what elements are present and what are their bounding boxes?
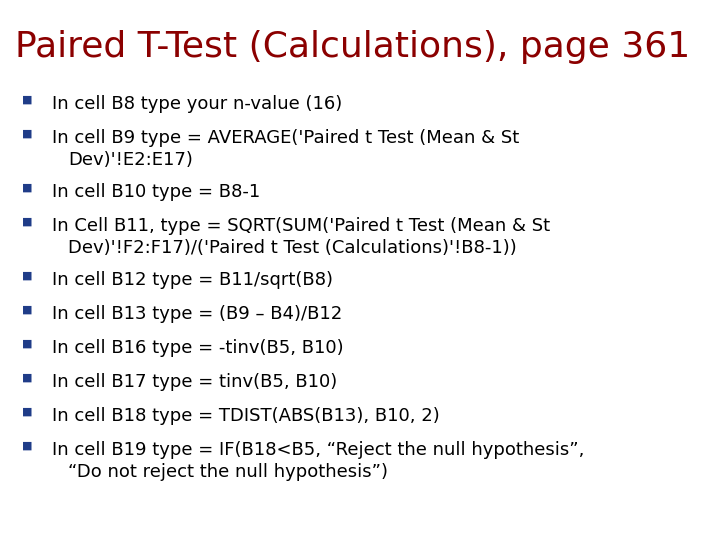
Text: In cell B8 type your n-value (16): In cell B8 type your n-value (16) xyxy=(52,95,342,113)
Text: In cell B17 type = tinv(B5, B10): In cell B17 type = tinv(B5, B10) xyxy=(52,373,337,391)
Text: In cell B19 type = IF(B18<B5, “Reject the null hypothesis”,: In cell B19 type = IF(B18<B5, “Reject th… xyxy=(52,441,585,459)
Text: In cell B18 type = TDIST(ABS(B13), B10, 2): In cell B18 type = TDIST(ABS(B13), B10, … xyxy=(52,407,440,425)
Text: “Do not reject the null hypothesis”): “Do not reject the null hypothesis”) xyxy=(68,463,388,481)
Text: ■: ■ xyxy=(22,305,32,315)
Text: In cell B12 type = B11/sqrt(B8): In cell B12 type = B11/sqrt(B8) xyxy=(52,271,333,289)
Text: ■: ■ xyxy=(22,407,32,417)
Text: In Cell B11, type = SQRT(SUM('Paired t Test (Mean & St: In Cell B11, type = SQRT(SUM('Paired t T… xyxy=(52,217,550,235)
Text: Dev)'!E2:E17): Dev)'!E2:E17) xyxy=(68,151,193,169)
Text: ■: ■ xyxy=(22,373,32,383)
Text: In cell B13 type = (B9 – B4)/B12: In cell B13 type = (B9 – B4)/B12 xyxy=(52,305,342,323)
Text: ■: ■ xyxy=(22,217,32,227)
Text: ■: ■ xyxy=(22,441,32,451)
Text: ■: ■ xyxy=(22,339,32,349)
Text: ■: ■ xyxy=(22,95,32,105)
Text: In cell B9 type = AVERAGE('Paired t Test (Mean & St: In cell B9 type = AVERAGE('Paired t Test… xyxy=(52,129,519,147)
Text: In cell B16 type = -tinv(B5, B10): In cell B16 type = -tinv(B5, B10) xyxy=(52,339,343,357)
Text: Paired T-Test (Calculations), page 361: Paired T-Test (Calculations), page 361 xyxy=(15,30,690,64)
Text: Dev)'!F2:F17)/('Paired t Test (Calculations)'!B8-1)): Dev)'!F2:F17)/('Paired t Test (Calculati… xyxy=(68,239,517,257)
Text: In cell B10 type = B8-1: In cell B10 type = B8-1 xyxy=(52,183,260,201)
Text: ■: ■ xyxy=(22,129,32,139)
Text: ■: ■ xyxy=(22,183,32,193)
Text: ■: ■ xyxy=(22,271,32,281)
